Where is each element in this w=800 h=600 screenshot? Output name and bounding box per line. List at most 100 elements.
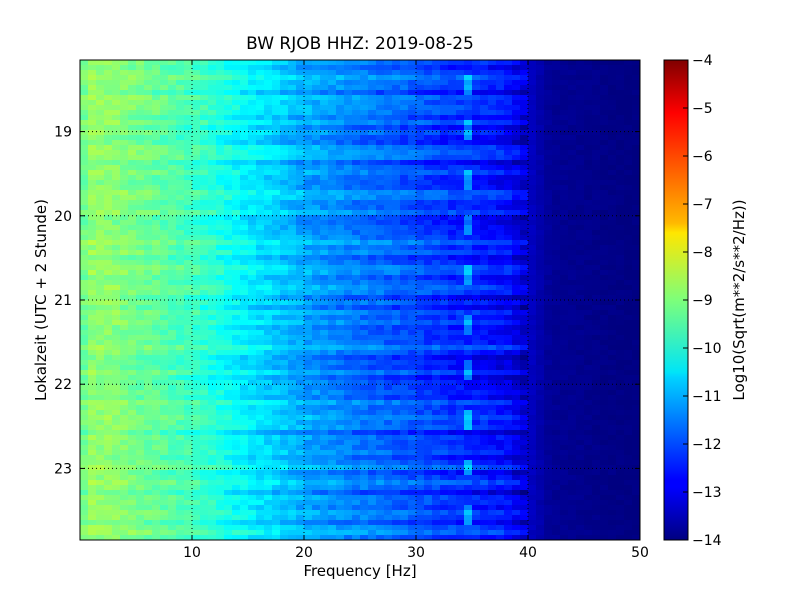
heatmap-cell	[136, 140, 145, 146]
heatmap-cell	[328, 180, 337, 186]
heatmap-cell	[376, 60, 385, 66]
heatmap-cell	[584, 295, 593, 301]
heatmap-cell	[528, 180, 537, 186]
heatmap-cell	[624, 240, 633, 246]
heatmap-cell	[576, 335, 585, 341]
heatmap-cell	[552, 410, 561, 416]
heatmap-cell	[408, 200, 417, 206]
heatmap-cell	[424, 240, 433, 246]
heatmap-cell	[160, 195, 169, 201]
heatmap-cell	[288, 245, 297, 251]
heatmap-cell	[360, 310, 369, 316]
heatmap-cell	[136, 245, 145, 251]
heatmap-cell	[432, 375, 441, 381]
heatmap-cell	[280, 330, 289, 336]
heatmap-cell	[304, 65, 313, 71]
heatmap-cell	[496, 355, 505, 361]
heatmap-cell	[312, 265, 321, 271]
heatmap-cell	[176, 380, 185, 386]
heatmap-cell	[568, 60, 577, 66]
heatmap-cell	[440, 125, 449, 131]
heatmap-cell	[112, 265, 121, 271]
heatmap-cell	[632, 155, 640, 161]
heatmap-cell	[624, 255, 633, 261]
heatmap-cell	[472, 235, 481, 241]
heatmap-cell	[632, 360, 640, 366]
heatmap-cell	[160, 185, 169, 191]
heatmap-cell	[128, 120, 137, 126]
heatmap-cell	[80, 185, 89, 191]
heatmap-cell	[352, 360, 361, 366]
heatmap-cell	[432, 410, 441, 416]
heatmap-cell	[136, 90, 145, 96]
heatmap-cell	[88, 400, 97, 406]
heatmap-cell	[80, 375, 89, 381]
heatmap-cell	[160, 360, 169, 366]
heatmap-cell	[176, 215, 185, 221]
heatmap-cell	[392, 210, 401, 216]
heatmap-cell	[336, 330, 345, 336]
heatmap-cell	[480, 65, 489, 71]
heatmap-cell	[584, 115, 593, 121]
heatmap-cell	[568, 310, 577, 316]
heatmap-cell	[600, 65, 609, 71]
heatmap-cell	[592, 115, 601, 121]
heatmap-cell	[120, 95, 129, 101]
heatmap-cell	[320, 185, 329, 191]
heatmap-cell	[424, 185, 433, 191]
heatmap-cell	[88, 100, 97, 106]
heatmap-cell	[568, 120, 577, 126]
heatmap-cell	[256, 260, 265, 266]
heatmap-cell	[168, 125, 177, 131]
heatmap-cell	[280, 355, 289, 361]
heatmap-cell	[344, 190, 353, 196]
heatmap-cell	[144, 295, 153, 301]
heatmap-cell	[576, 360, 585, 366]
heatmap-cell	[112, 380, 121, 386]
heatmap-cell	[624, 220, 633, 226]
heatmap-cell	[88, 110, 97, 116]
heatmap-cell	[552, 180, 561, 186]
heatmap-cell	[272, 165, 281, 171]
heatmap-cell	[184, 170, 193, 176]
heatmap-cell	[272, 370, 281, 376]
heatmap-cell	[624, 165, 633, 171]
heatmap-cell	[192, 320, 201, 326]
heatmap-cell	[80, 410, 89, 416]
heatmap-cell	[432, 385, 441, 391]
heatmap-cell	[104, 325, 113, 331]
heatmap-cell	[400, 255, 409, 261]
heatmap-cell	[568, 340, 577, 346]
heatmap-cell	[544, 300, 553, 306]
heatmap-cell	[520, 205, 529, 211]
heatmap-cell	[256, 395, 265, 401]
heatmap-cell	[360, 335, 369, 341]
heatmap-cell	[368, 135, 377, 141]
heatmap-cell	[112, 125, 121, 131]
heatmap-cell	[608, 350, 617, 356]
heatmap-cell	[520, 80, 529, 86]
heatmap-cell	[336, 360, 345, 366]
heatmap-cell	[232, 135, 241, 141]
heatmap-cell	[520, 310, 529, 316]
heatmap-cell	[88, 215, 97, 221]
heatmap-cell	[144, 125, 153, 131]
heatmap-cell	[576, 405, 585, 411]
heatmap-cell	[408, 355, 417, 361]
heatmap-cell	[440, 95, 449, 101]
heatmap-cell	[248, 110, 257, 116]
heatmap-cell	[592, 375, 601, 381]
heatmap-cell	[632, 320, 640, 326]
heatmap-cell	[304, 85, 313, 91]
heatmap-cell	[408, 345, 417, 351]
heatmap-cell	[256, 285, 265, 291]
heatmap-cell	[280, 230, 289, 236]
heatmap-cell	[224, 210, 233, 216]
heatmap-cell	[520, 345, 529, 351]
heatmap-cell	[480, 165, 489, 171]
heatmap-cell	[624, 200, 633, 206]
heatmap-cell	[440, 285, 449, 291]
heatmap-cell	[216, 255, 225, 261]
heatmap-cell	[568, 205, 577, 211]
heatmap-cell	[368, 130, 377, 136]
